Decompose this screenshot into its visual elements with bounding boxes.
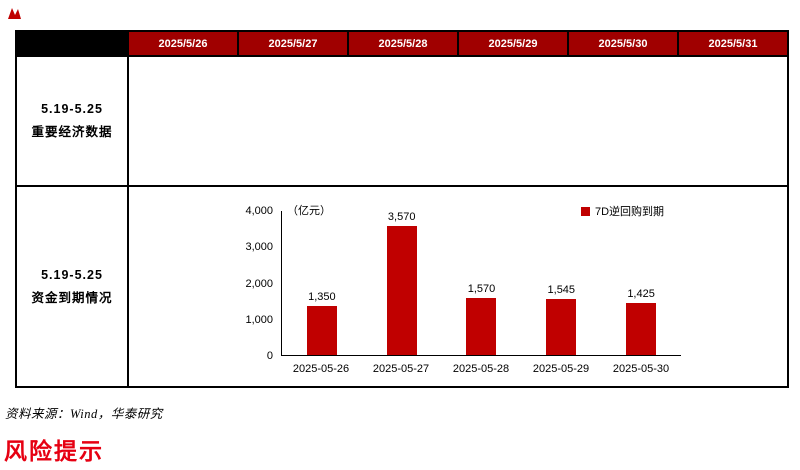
x-axis-label: 2025-05-30 (612, 363, 670, 375)
row-label-economic-data: 5.19-5.25 重要经济数据 (17, 57, 127, 185)
source-note: 资料来源：Wind，华泰研究 (5, 407, 163, 421)
bar-slot: 1,350 (282, 211, 362, 355)
chart-x-labels: 2025-05-26 2025-05-27 2025-05-28 2025-05… (281, 363, 681, 375)
bar-2025-05-27 (386, 226, 417, 355)
row-label-funds-maturity: 5.19-5.25 资金到期情况 (17, 187, 127, 386)
chart-legend: 7D逆回购到期 (581, 203, 664, 219)
row-title: 资金到期情况 (31, 290, 113, 305)
column-header-date-4: 2025/5/29 (459, 32, 567, 55)
bar-slot: 1,545 (521, 211, 601, 355)
legend-swatch-icon (581, 206, 590, 216)
bar-value-label: 1,545 (547, 284, 576, 296)
schedule-table: 2025/5/26 2025/5/27 2025/5/28 2025/5/29 … (15, 30, 789, 388)
legend-label: 7D逆回购到期 (595, 206, 665, 218)
y-axis-tick-label: 4,000 (245, 205, 273, 217)
brand-logo-icon (6, 6, 24, 21)
bar-value-label: 1,425 (627, 288, 655, 300)
y-axis-tick-label: 1,000 (245, 313, 273, 326)
bar-value-label: 3,570 (387, 211, 416, 223)
column-header-date-2: 2025/5/27 (239, 32, 347, 55)
column-header-date-6: 2025/5/31 (679, 32, 787, 55)
row-period: 5.19-5.25 (41, 267, 103, 282)
chart-plot: 1,350 3,570 1,570 1,545 1,425 (281, 211, 681, 356)
x-axis-label: 2025-05-27 (372, 363, 430, 375)
column-header-date-1: 2025/5/26 (129, 32, 237, 55)
bar-2025-05-28 (466, 298, 497, 355)
y-axis-tick-label: 2,000 (245, 277, 273, 290)
row-title: 重要经济数据 (31, 125, 113, 139)
risk-section-title: 风险提示 (4, 438, 104, 464)
row-period: 5.19-5.25 (41, 102, 103, 116)
column-header-date-5: 2025/5/30 (569, 32, 677, 55)
row-content-economic-data (129, 57, 787, 185)
bar-value-label: 1,350 (308, 291, 336, 303)
bar-slot: 1,425 (601, 211, 681, 355)
chart-unit-label: （亿元） (287, 205, 331, 217)
row-content-funds-maturity: （亿元） 7D逆回购到期 4,000 3,000 2,000 1,000 0 1… (129, 187, 787, 386)
table-corner-cell (17, 32, 127, 55)
x-axis-label: 2025-05-26 (292, 363, 350, 375)
column-header-date-3: 2025/5/28 (349, 32, 457, 55)
bar-slot: 1,570 (442, 211, 522, 355)
chart-y-ticks: 4,000 3,000 2,000 1,000 0 (215, 205, 273, 362)
bar-2025-05-30 (626, 303, 657, 355)
x-axis-label: 2025-05-29 (532, 363, 590, 375)
bar-2025-05-26 (306, 306, 337, 355)
bar-value-label: 1,570 (467, 283, 496, 295)
y-axis-tick-label: 0 (266, 350, 273, 362)
bar-slot: 3,570 (362, 211, 442, 355)
y-axis-tick-label: 3,000 (245, 241, 273, 254)
x-axis-label: 2025-05-28 (452, 363, 510, 375)
bar-2025-05-29 (546, 299, 577, 355)
